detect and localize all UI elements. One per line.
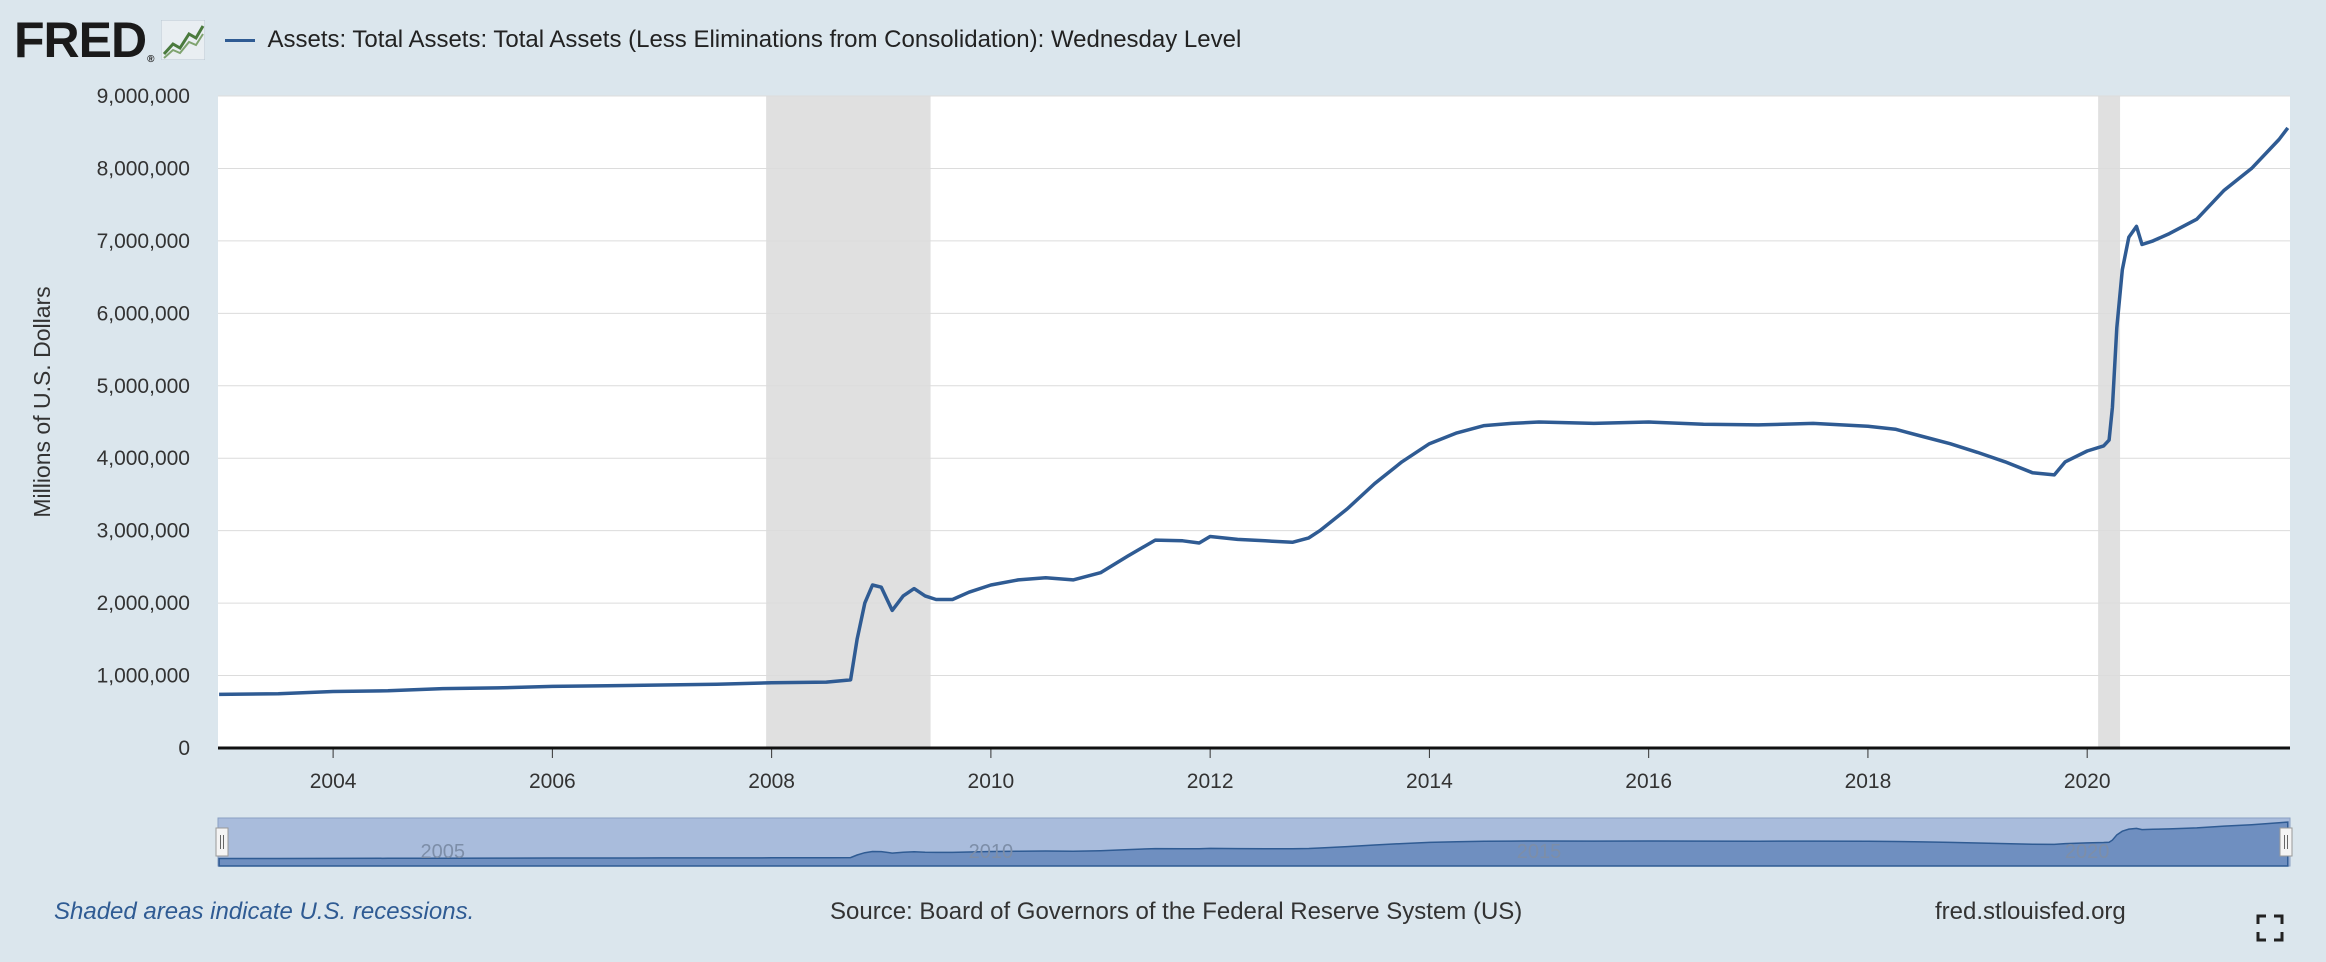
y-axis-label: Millions of U.S. Dollars	[29, 286, 55, 517]
y-tick-label: 7,000,000	[97, 230, 190, 253]
range-navigator[interactable]: 2005 2010 2015 2020	[215, 817, 2293, 867]
navigator-year-label: 2015	[1517, 841, 1562, 863]
plot-background	[218, 96, 2290, 748]
series-line[interactable]	[219, 126, 2290, 697]
recession-bands	[766, 96, 2121, 748]
y-tick-label: 6,000,000	[97, 302, 190, 325]
fred-logo[interactable]: FRED®	[14, 12, 155, 68]
navigator-handle-left[interactable]	[215, 827, 229, 857]
x-tick-label: 2004	[310, 770, 357, 793]
x-tick-label: 2010	[968, 770, 1015, 793]
x-tick-label: 2018	[1845, 770, 1892, 793]
site-link[interactable]: fred.stlouisfed.org	[1935, 898, 2126, 925]
x-tick-labels: 2004 2006 2008 2010 2012 2014 2016 2018 2020	[310, 748, 2111, 793]
legend-swatch	[225, 38, 256, 42]
y-tick-label: 1,000,000	[97, 665, 190, 688]
recession-band-0	[766, 96, 931, 748]
recession-band-1	[2098, 96, 2121, 748]
navigator-year-label: 2005	[420, 841, 465, 863]
x-tick-label: 2014	[1406, 770, 1453, 793]
recession-note: Shaded areas indicate U.S. recessions.	[54, 898, 475, 925]
navigator-year-label: 2010	[969, 841, 1014, 863]
navigator-year-label: 2020	[2065, 841, 2110, 863]
x-tick-label: 2012	[1187, 770, 1234, 793]
y-tick-labels: 0 1,000,000 2,000,000 3,000,000 4,000,000 5,0…	[97, 85, 190, 760]
fred-chart-icon	[161, 20, 206, 60]
x-tick-label: 2008	[748, 770, 795, 793]
fullscreen-icon[interactable]	[2256, 914, 2284, 942]
y-tick-label: 8,000,000	[97, 157, 190, 180]
y-tick-label: 2,000,000	[97, 592, 190, 615]
grid-lines	[218, 95, 2290, 677]
navigator-handle-right[interactable]	[2279, 827, 2293, 857]
source-text: Source: Board of Governors of the Federa…	[830, 898, 1523, 925]
x-tick-label: 2020	[2064, 770, 2111, 793]
chart-header: FRED® Assets: Total Assets: Total Assets…	[14, 10, 1241, 70]
navigator-series-area	[218, 821, 2289, 867]
fred-logo-text: FRED	[14, 12, 147, 68]
x-tick-label: 2006	[529, 770, 576, 793]
y-tick-label: 4,000,000	[97, 447, 190, 470]
x-tick-label: 2016	[1625, 770, 1672, 793]
y-tick-label: 3,000,000	[97, 520, 190, 543]
y-tick-label: 9,000,000	[97, 85, 190, 108]
fred-logo-registered: ®	[147, 54, 154, 65]
y-tick-label: 0	[178, 737, 190, 760]
legend-series-label[interactable]: Assets: Total Assets: Total Assets (Less…	[267, 26, 1242, 53]
y-tick-label: 5,000,000	[97, 375, 190, 398]
